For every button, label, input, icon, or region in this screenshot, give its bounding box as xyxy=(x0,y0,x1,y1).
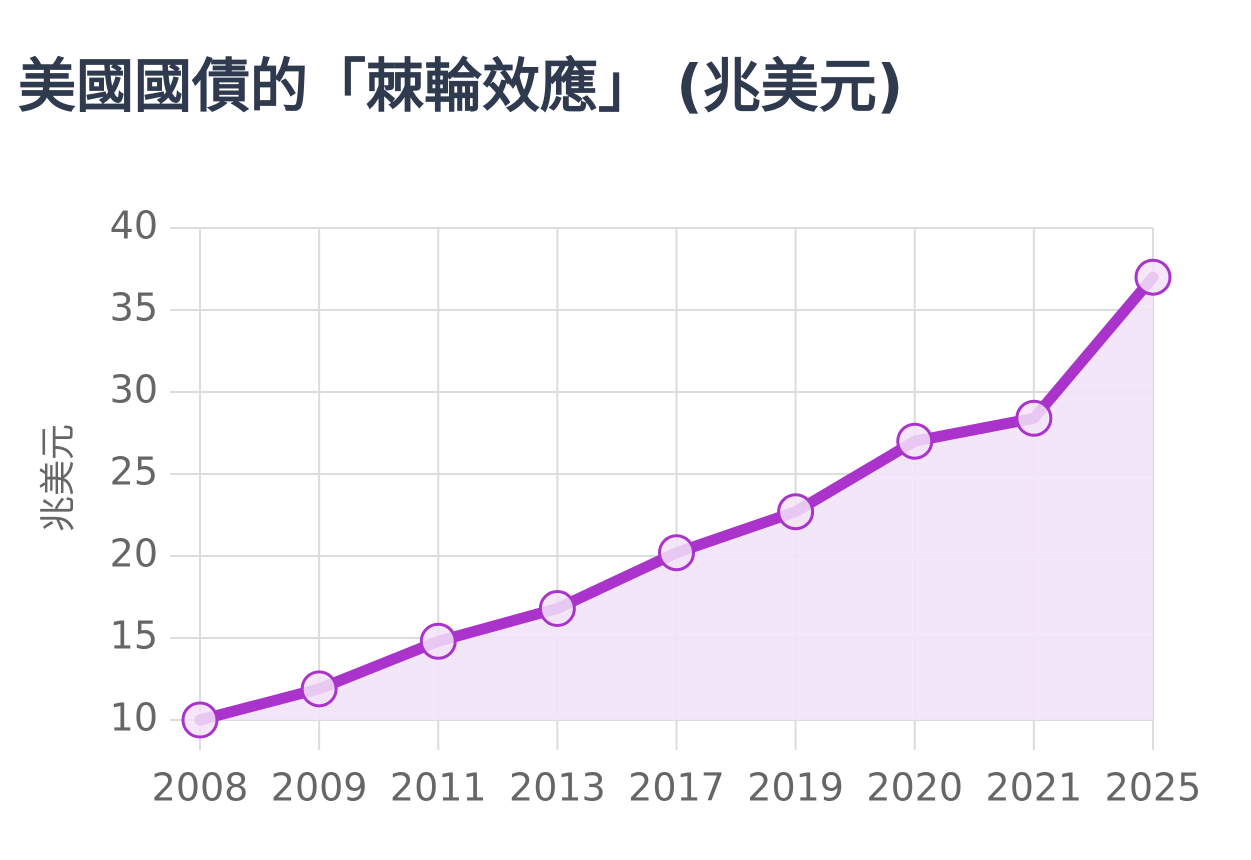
x-tick-label: 2017 xyxy=(628,766,725,810)
x-tick-label: 2011 xyxy=(390,766,487,810)
point xyxy=(658,534,695,572)
point xyxy=(1015,399,1053,437)
x-tick-label: 2013 xyxy=(509,766,606,810)
y-tick-label: 25 xyxy=(110,450,158,494)
y-tick-label: 30 xyxy=(110,368,158,412)
chart-title: 美國國債的「棘輪效應」 (兆美元) xyxy=(18,52,903,120)
y-tick-label: 40 xyxy=(110,204,158,248)
x-tick-label: 2020 xyxy=(866,766,963,810)
point xyxy=(777,493,815,531)
area-fill xyxy=(200,277,1153,720)
point xyxy=(1134,258,1172,296)
y-tick-label: 20 xyxy=(110,532,158,576)
y-tick-label: 35 xyxy=(110,286,158,330)
point xyxy=(181,701,219,739)
x-tick-label: 2008 xyxy=(152,766,249,810)
point xyxy=(300,670,338,708)
x-tick-label: 2025 xyxy=(1105,766,1202,810)
point xyxy=(538,589,576,627)
x-tick-label: 2009 xyxy=(271,766,368,810)
y-axis-label: 兆美元 xyxy=(38,424,79,532)
point xyxy=(419,622,457,660)
y-tick-label: 15 xyxy=(110,614,158,658)
point xyxy=(896,422,934,460)
y-tick-label: 10 xyxy=(110,696,158,740)
x-tick-label: 2021 xyxy=(986,766,1083,810)
x-tick-label: 2019 xyxy=(747,766,844,810)
